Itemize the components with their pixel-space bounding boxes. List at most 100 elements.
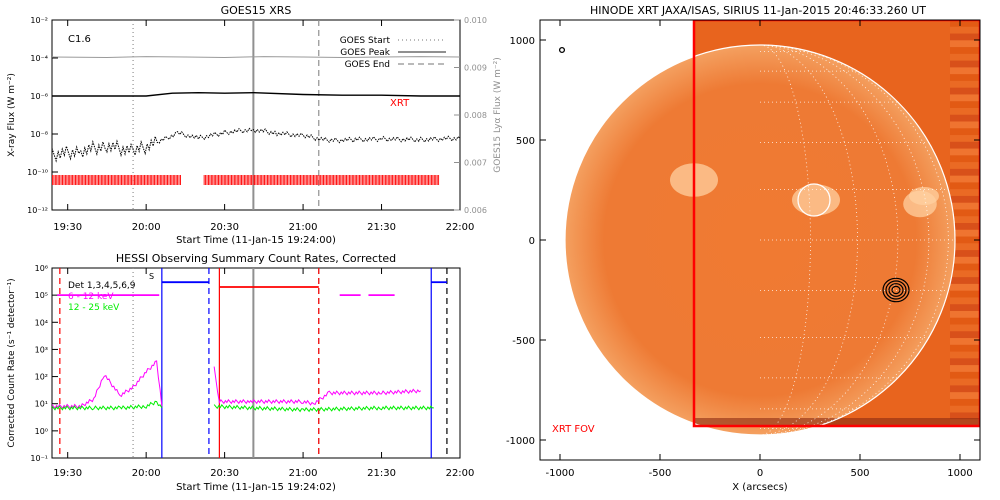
xrt-coverage-tick	[220, 175, 222, 185]
legend-label: Det 1,3,4,5,6,9	[68, 281, 136, 291]
goes-panel: GOES15 XRS 10⁻¹² 10⁻¹⁰ 10⁻⁸ 10⁻⁶ 10⁻⁴ 10⁻² 0.…	[7, 4, 503, 246]
corona-stripe	[950, 87, 980, 95]
xrt-coverage-tick	[274, 175, 276, 185]
xrt-coverage-tick	[327, 175, 329, 185]
corona-stripe	[950, 162, 980, 170]
xrt-coverage-tick	[350, 175, 352, 185]
corona-stripe	[950, 351, 980, 359]
xrt-coverage-tick	[259, 175, 261, 185]
corona-stripe	[950, 20, 980, 28]
goes-xrt-label: XRT	[390, 98, 410, 109]
xrt-coverage-tick	[278, 175, 280, 185]
xrt-coverage-tick	[393, 175, 395, 185]
xrt-coverage-tick	[413, 175, 415, 185]
xrt-coverage-tick	[284, 175, 286, 185]
y-tick-label: 10⁻¹	[30, 454, 48, 463]
goes-series-0	[52, 56, 460, 59]
xrt-coverage-tick	[420, 175, 422, 185]
xrt-coverage-tick	[206, 175, 208, 185]
xrt-coverage-tick	[428, 175, 429, 185]
x-tick-label: 1000	[947, 468, 972, 479]
corona-stripe	[950, 304, 980, 312]
bright-region	[909, 187, 939, 205]
x-tick-label: -1000	[545, 468, 574, 479]
xrt-coverage-tick	[318, 175, 320, 185]
xrt-coverage-tick	[131, 175, 133, 185]
xrt-coverage-tick	[313, 175, 314, 185]
corona-stripe	[950, 80, 980, 89]
legend-label: GOES End	[345, 60, 390, 70]
xrt-coverage-tick	[83, 175, 85, 185]
xrt-coverage-tick	[400, 175, 402, 185]
xrt-coverage-tick	[264, 175, 266, 185]
xrt-coverage-tick	[295, 175, 297, 185]
xrt-coverage-tick	[164, 175, 166, 185]
xrt-coverage-tick	[89, 175, 91, 185]
xrt-coverage-tick	[141, 175, 143, 185]
y-tick-label-right: 0.007	[464, 159, 487, 168]
xrt-coverage-tick	[76, 175, 78, 185]
xrt-coverage-tick	[125, 175, 127, 185]
xrt-coverage-tick	[92, 175, 94, 185]
xrt-coverage-tick	[171, 175, 173, 185]
goes-series	[52, 56, 460, 163]
xrt-coverage-tick	[252, 175, 254, 185]
xrt-coverage-tick	[219, 175, 221, 185]
corona-stripe	[950, 182, 980, 190]
corona-stripe	[950, 148, 980, 156]
xrt-coverage-tick	[148, 175, 150, 185]
xrt-coverage-tick	[406, 175, 408, 185]
xrt-coverage-tick	[106, 175, 108, 185]
xrt-coverage-tick	[379, 175, 381, 185]
xrt-coverage-tick	[390, 175, 392, 185]
xrt-coverage-tick	[336, 175, 337, 185]
bottom-band	[694, 418, 980, 426]
xrt-coverage-tick	[102, 175, 104, 185]
x-tick-label: 20:30	[210, 468, 239, 479]
hessi-x-label: Start Time (11-Jan-15 19:24:02)	[176, 482, 336, 493]
corona-stripe	[950, 216, 980, 224]
xrt-coverage-tick	[174, 175, 176, 185]
x-tick-label: 19:30	[53, 222, 82, 233]
hessi-contour	[888, 283, 904, 297]
xrt-coverage-tick	[302, 175, 304, 185]
xrt-coverage-tick	[133, 175, 135, 185]
y-tick-label: 10⁻²	[30, 16, 48, 25]
xrt-coverage-tick	[209, 175, 211, 185]
y-tick-label: 0	[529, 236, 535, 247]
xrt-coverage-tick	[73, 175, 75, 185]
xrt-coverage-tick	[347, 175, 349, 185]
goes-y-axis-right: 0.006 0.007 0.008 0.009 0.010	[454, 16, 487, 215]
xrt-coverage-tick	[334, 175, 336, 185]
xrt-coverage-tick	[371, 175, 373, 185]
xrt-coverage-tick	[426, 175, 428, 185]
xrt-coverage-tick	[338, 175, 340, 185]
corona-stripe	[950, 189, 980, 197]
solar-limb	[564, 44, 956, 436]
xrt-coverage-tick	[172, 175, 174, 185]
hessi-contour	[885, 280, 907, 300]
xrt-coverage-tick	[60, 175, 62, 185]
xrt-coverage-tick	[343, 175, 345, 185]
y-tick-label: 10⁻¹⁰	[27, 168, 48, 177]
xrt-coverage-tick	[279, 175, 281, 185]
hessi-contour	[882, 277, 910, 303]
xrt-coverage-tick	[432, 175, 434, 185]
xrt-coverage-tick	[423, 175, 425, 185]
xrt-coverage-tick	[387, 175, 389, 185]
corona-stripe	[950, 47, 980, 55]
hessi-series-0	[213, 366, 422, 406]
hessi-x-axis: 19:30 20:00 20:30 21:00 21:30 22:00	[53, 268, 474, 479]
xrt-coverage-tick	[233, 175, 235, 185]
corona-stripe	[950, 168, 980, 177]
goes-x-label: Start Time (11-Jan-15 19:24:00)	[176, 235, 336, 246]
corona-stripe	[950, 155, 980, 163]
xrt-image	[565, 20, 980, 435]
xrt-coverage-tick	[256, 175, 258, 185]
xrt-coverage-tick	[320, 175, 322, 185]
xrt-coverage-tick	[285, 175, 287, 185]
xrt-coverage-tick	[282, 175, 284, 185]
xrt-coverage-tick	[242, 175, 244, 185]
xrt-coverage-tick	[370, 175, 372, 185]
xrt-coverage-tick	[109, 175, 111, 185]
